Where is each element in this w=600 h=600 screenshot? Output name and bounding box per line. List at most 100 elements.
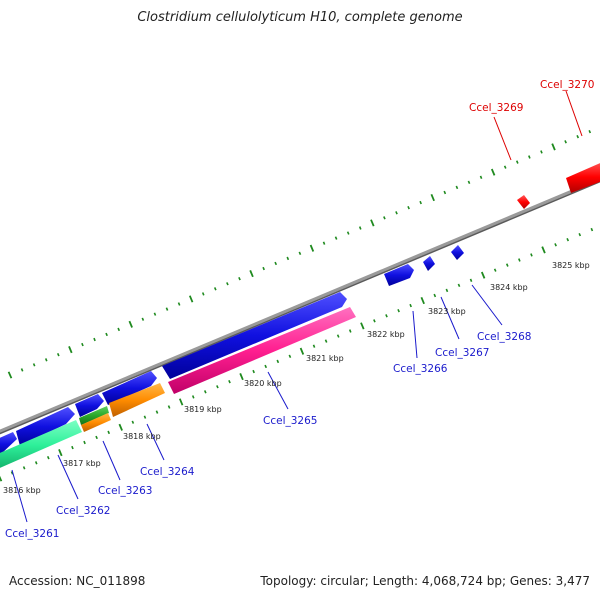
gene-arrow[interactable] <box>102 371 157 405</box>
gene-label[interactable]: Ccel_3265 <box>263 415 317 427</box>
minor-tick <box>348 329 352 333</box>
gene-label[interactable]: Ccel_3264 <box>140 466 195 478</box>
gene-arrow[interactable] <box>16 407 75 446</box>
minor-tick <box>105 332 108 337</box>
major-tick <box>430 193 435 202</box>
minor-tick <box>312 344 316 348</box>
minor-tick <box>286 256 290 261</box>
minor-tick <box>336 334 340 338</box>
minor-tick <box>409 303 412 308</box>
major-tick <box>128 320 133 328</box>
minor-tick <box>469 278 473 282</box>
minor-tick <box>503 165 507 169</box>
minor-tick <box>264 364 268 369</box>
minor-tick <box>177 302 181 306</box>
minor-tick <box>213 287 217 291</box>
gene-arrow[interactable] <box>109 383 165 417</box>
minor-tick <box>46 455 50 460</box>
ruler-labels: 3816 kbp 3817 kbp 3818 kbp 3819 kbp 3820… <box>3 261 590 495</box>
minor-tick <box>445 288 449 293</box>
minor-tick <box>554 243 557 247</box>
gene-arrow[interactable] <box>517 195 530 209</box>
gene-label[interactable]: Ccel_3266 <box>393 363 448 375</box>
forward-strand-genes <box>0 161 600 456</box>
minor-tick <box>81 342 84 347</box>
accession-text: Accession: NC_011898 <box>9 574 146 588</box>
minor-tick <box>32 363 36 367</box>
minor-tick <box>505 263 509 267</box>
minor-tick <box>334 236 338 240</box>
minor-tick <box>467 180 471 185</box>
minor-tick <box>44 358 48 362</box>
minor-tick <box>34 461 38 465</box>
minor-tick <box>165 307 169 311</box>
minor-tick <box>528 155 531 159</box>
gene-label[interactable]: Ccel_3268 <box>477 331 531 343</box>
ruler-label: 3822 kbp <box>367 330 405 339</box>
gene-arrow[interactable] <box>451 245 464 260</box>
major-tick <box>420 296 425 305</box>
gene-arrow[interactable] <box>162 292 347 379</box>
minor-tick <box>588 129 592 134</box>
gene-arrow[interactable] <box>423 256 435 271</box>
minor-tick <box>117 327 121 332</box>
major-tick <box>309 244 315 252</box>
gene-label[interactable]: Ccel_3261 <box>5 528 59 540</box>
minor-tick <box>141 317 145 321</box>
minor-tick <box>578 232 582 237</box>
minor-tick <box>56 352 60 357</box>
minor-tick <box>95 435 98 440</box>
minor-tick <box>566 237 570 242</box>
gene-arrow[interactable] <box>168 307 356 394</box>
minor-tick <box>167 405 171 409</box>
minor-tick <box>455 185 459 190</box>
ruler-label: 3819 kbp <box>184 405 222 414</box>
gene-arrow[interactable] <box>75 394 104 417</box>
minor-tick <box>540 150 543 154</box>
gene-label[interactable]: Ccel_3267 <box>435 347 489 359</box>
minor-tick <box>238 276 241 281</box>
minor-tick <box>216 385 219 389</box>
major-tick <box>188 295 194 303</box>
gene-arrow[interactable] <box>566 161 600 193</box>
minor-tick <box>530 253 533 257</box>
gene-arrow[interactable] <box>384 264 414 286</box>
minor-tick <box>479 175 483 179</box>
map-title: Clostridium cellulolyticum H10, complete… <box>137 10 463 25</box>
gene-arrow[interactable] <box>0 432 17 456</box>
ruler-label: 3821 kbp <box>306 354 344 363</box>
minor-tick <box>576 134 580 139</box>
minor-tick <box>155 410 159 414</box>
major-tick <box>370 219 375 227</box>
gene-label[interactable]: Ccel_3263 <box>98 485 152 497</box>
minor-tick <box>518 258 521 262</box>
gene-arrow[interactable] <box>81 413 111 432</box>
minor-tick <box>191 395 195 399</box>
gene-label[interactable]: Ccel_3270 <box>540 79 594 91</box>
minor-tick <box>358 226 362 230</box>
minor-tick <box>407 205 410 210</box>
minor-tick <box>564 140 567 144</box>
gene-arrow[interactable] <box>0 420 82 470</box>
minor-tick <box>385 314 388 318</box>
reverse-strand-genes <box>0 307 356 470</box>
ruler-label: 3816 kbp <box>3 486 41 495</box>
minor-tick <box>324 339 328 343</box>
gene-labels: Ccel_3261 Ccel_3262 Ccel_3263 Ccel_3264 … <box>5 79 594 540</box>
major-tick <box>480 271 486 279</box>
minor-tick <box>288 354 292 359</box>
minor-tick <box>373 319 376 323</box>
major-tick <box>68 346 73 354</box>
minor-tick <box>262 266 265 271</box>
minor-tick <box>252 369 255 374</box>
gene-label[interactable]: Ccel_3262 <box>56 505 110 517</box>
minor-tick <box>93 337 96 342</box>
minor-tick <box>201 292 205 296</box>
inner-tick-ruler <box>0 227 594 482</box>
minor-tick <box>590 227 594 232</box>
minor-tick <box>131 420 135 424</box>
gene-label-leaders <box>11 90 583 523</box>
gene-arrow[interactable] <box>79 406 109 425</box>
gene-label[interactable]: Ccel_3269 <box>469 102 523 114</box>
ruler-label: 3823 kbp <box>428 307 466 316</box>
